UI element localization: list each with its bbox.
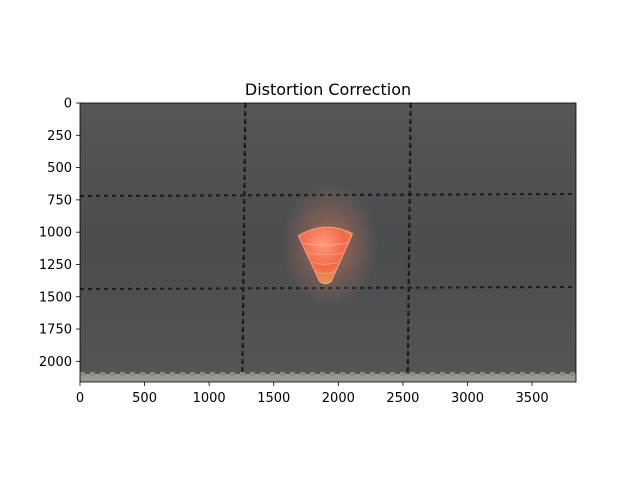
edge-tooth <box>130 372 135 376</box>
tile-seam-vertical <box>241 103 247 382</box>
edge-tooth <box>80 372 85 376</box>
edge-tooth <box>140 372 145 376</box>
bottom-edge <box>80 374 576 382</box>
edge-tooth <box>560 372 565 376</box>
edge-tooth <box>310 372 315 376</box>
edge-tooth <box>180 372 185 376</box>
edge-tooth <box>370 372 375 376</box>
edge-tooth <box>210 372 215 376</box>
y-tick-label: 500 <box>47 161 72 176</box>
tile-seam-vertical <box>406 103 412 382</box>
y-tick-label: 750 <box>47 193 72 208</box>
y-tick-label: 1500 <box>39 290 72 305</box>
edge-tooth <box>90 372 95 376</box>
edge-tooth <box>270 372 275 376</box>
x-axis-ticks: 0 500 1000 1500 2000 2500 3000 3500 <box>76 382 549 406</box>
cone-object <box>297 226 354 285</box>
x-tick-label: 3500 <box>516 391 549 406</box>
x-tick-label: 3000 <box>451 391 484 406</box>
x-tick-label: 2000 <box>322 391 355 406</box>
edge-tooth <box>220 372 225 376</box>
edge-tooth <box>470 372 475 376</box>
edge-tooth <box>330 372 335 376</box>
edge-tooth <box>340 372 345 376</box>
axes-frame <box>79 102 577 383</box>
edge-tooth <box>360 372 365 376</box>
y-axis-ticks: 0 250 500 750 1000 1250 1500 1750 2000 <box>39 97 80 370</box>
edge-tooth <box>540 372 545 376</box>
cone-ring <box>316 271 335 275</box>
cone-ring <box>312 261 339 265</box>
y-tick-label: 0 <box>64 97 72 112</box>
y-tick-label: 1250 <box>39 258 72 273</box>
edge-tooth <box>520 372 525 376</box>
y-tick-label: 2000 <box>39 355 72 370</box>
y-tick-label: 1750 <box>39 323 72 338</box>
edge-tooth <box>110 372 115 376</box>
edge-tooth <box>230 372 235 376</box>
edge-tooth <box>420 372 425 376</box>
edge-tooth <box>290 372 295 376</box>
edge-tooth <box>120 372 125 376</box>
edge-tooth <box>240 372 245 376</box>
edge-tooth <box>400 372 405 376</box>
edge-tooth <box>440 372 445 376</box>
edge-tooth <box>490 372 495 376</box>
edge-tooth <box>350 372 355 376</box>
edge-tooth <box>530 372 535 376</box>
y-tick-label: 1000 <box>39 226 72 241</box>
edge-tooth <box>260 372 265 376</box>
edge-tooth <box>100 372 105 376</box>
edge-tooth <box>550 372 555 376</box>
edge-tooth <box>410 372 415 376</box>
bottom-edge-teeth <box>80 372 575 376</box>
edge-tooth <box>570 372 575 376</box>
edge-tooth <box>200 372 205 376</box>
cone-ring <box>307 252 344 256</box>
edge-tooth <box>450 372 455 376</box>
cone-rings <box>302 242 348 275</box>
edge-tooth <box>510 372 515 376</box>
edge-tooth <box>280 372 285 376</box>
edge-tooth <box>390 372 395 376</box>
edge-tooth <box>460 372 465 376</box>
y-tick-label: 250 <box>47 129 72 144</box>
x-tick-label: 1000 <box>193 391 226 406</box>
x-tick-label: 500 <box>132 391 157 406</box>
chart-title: Distortion Correction <box>245 80 411 99</box>
edge-tooth <box>190 372 195 376</box>
cone-ring <box>302 242 348 246</box>
edge-tooth <box>300 372 305 376</box>
x-tick-label: 0 <box>76 391 84 406</box>
edge-tooth <box>250 372 255 376</box>
edge-tooth <box>480 372 485 376</box>
image-area <box>80 103 576 382</box>
edge-tooth <box>150 372 155 376</box>
edge-tooth <box>320 372 325 376</box>
edge-tooth <box>380 372 385 376</box>
x-tick-label: 1500 <box>257 391 290 406</box>
edge-tooth <box>500 372 505 376</box>
x-tick-label: 2500 <box>386 391 419 406</box>
edge-tooth <box>430 372 435 376</box>
edge-tooth <box>170 372 175 376</box>
edge-tooth <box>160 372 165 376</box>
